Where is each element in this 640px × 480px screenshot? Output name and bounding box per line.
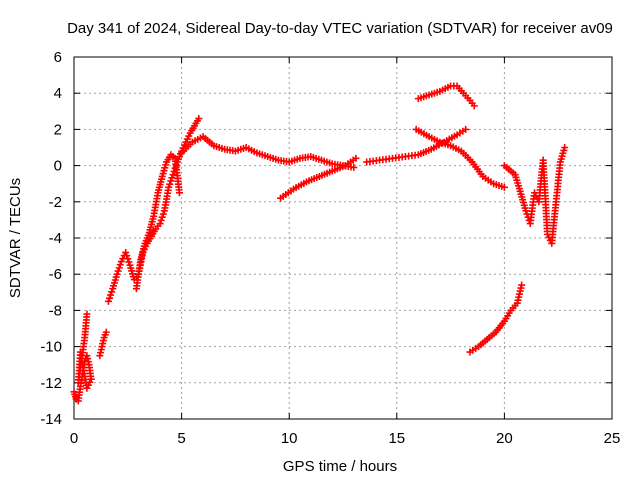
- data-point: [500, 183, 508, 191]
- data-point: [522, 207, 530, 215]
- data-point: [470, 102, 478, 110]
- y-tick-label: -8: [49, 302, 62, 319]
- trace-marker: [115, 264, 123, 272]
- trace-marker: [114, 267, 122, 275]
- y-tick-label: 4: [54, 85, 62, 102]
- data-point: [195, 115, 203, 123]
- data-point: [462, 125, 470, 133]
- y-tick-label: 2: [54, 121, 62, 138]
- x-tick-label: 20: [496, 430, 513, 447]
- y-tick-label: -2: [49, 194, 62, 211]
- x-tick-label: 0: [70, 430, 78, 447]
- trace-marker: [106, 294, 114, 302]
- data-point: [165, 183, 173, 191]
- trace-marker: [107, 291, 115, 299]
- trace-marker: [108, 288, 116, 296]
- y-tick-label: -4: [49, 230, 62, 247]
- grid: [74, 57, 612, 419]
- axis-ticks: 0 5 10 15 20 25 -14 -12 -10 -8 -6 -4 -2 0 2 4 6: [40, 49, 620, 447]
- trace-marker: [157, 216, 165, 224]
- trace-marker: [158, 213, 166, 221]
- trace-marker: [124, 255, 132, 263]
- data-point: [352, 154, 360, 162]
- y-tick-label: -12: [40, 375, 62, 392]
- trace-marker: [116, 261, 124, 269]
- chart-title: Day 341 of 2024, Sidereal Day-to-day VTE…: [67, 20, 613, 37]
- x-tick-label: 5: [177, 430, 185, 447]
- data-points: [70, 82, 569, 405]
- data-point: [122, 248, 130, 256]
- trace-marker: [125, 258, 133, 266]
- data-point: [175, 189, 183, 197]
- y-tick-label: -14: [40, 411, 62, 428]
- data-point: [102, 328, 110, 336]
- data-point: [350, 163, 358, 171]
- x-axis-label: GPS time / hours: [283, 458, 397, 475]
- y-tick-label: -6: [49, 266, 62, 283]
- data-point: [104, 297, 112, 305]
- y-tick-label: 6: [54, 49, 62, 66]
- data-point: [113, 270, 121, 278]
- x-tick-label: 25: [604, 430, 621, 447]
- data-point: [169, 171, 177, 179]
- trace-marker: [166, 180, 174, 188]
- data-point: [156, 220, 164, 228]
- y-tick-label: 0: [54, 158, 62, 175]
- data-point: [518, 281, 526, 289]
- trace-marker: [123, 252, 131, 260]
- data-point: [83, 310, 91, 318]
- y-tick-label: -10: [40, 339, 62, 356]
- x-tick-label: 15: [388, 430, 405, 447]
- trace-marker: [159, 210, 167, 218]
- trace-marker: [167, 177, 175, 185]
- x-tick-label: 10: [281, 430, 298, 447]
- y-axis-label: SDTVAR / TECUs: [7, 178, 24, 298]
- data-point: [561, 144, 569, 151]
